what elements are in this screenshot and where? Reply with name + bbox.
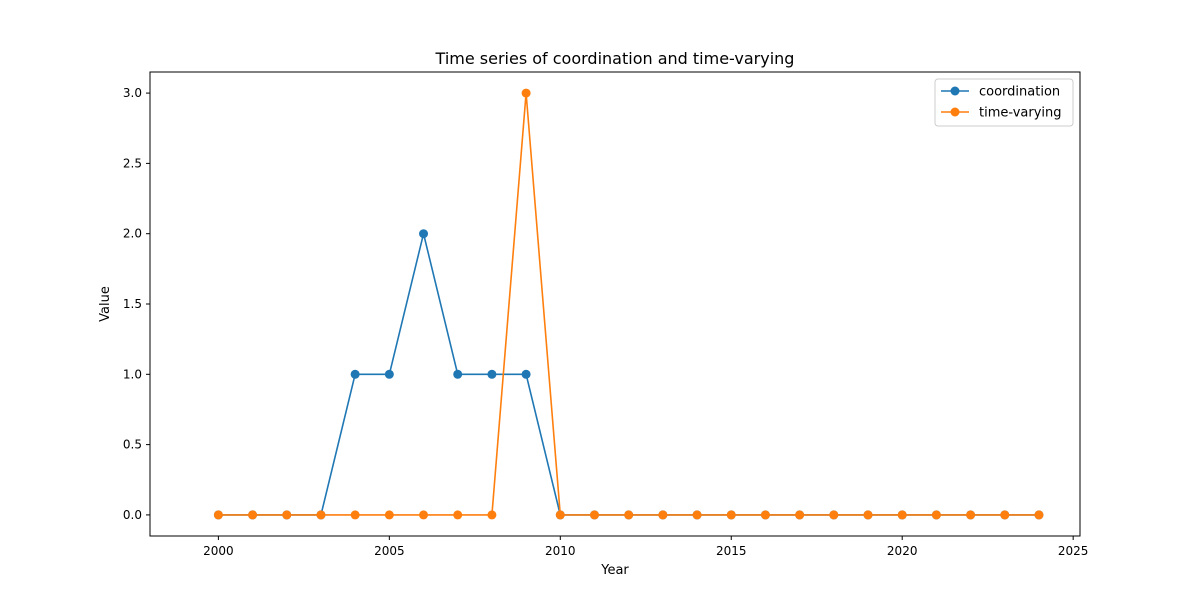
data-point-time-varying — [282, 510, 292, 520]
x-tick-label: 2010 — [545, 544, 576, 558]
data-point-time-varying — [487, 510, 497, 520]
data-point-time-varying — [624, 510, 634, 520]
y-tick-label: 0.5 — [123, 438, 142, 452]
y-tick-label: 0.0 — [123, 508, 142, 522]
data-point-time-varying — [726, 510, 736, 520]
x-tick-label: 2025 — [1058, 544, 1089, 558]
data-point-coordination — [384, 369, 394, 379]
y-tick-label: 2.0 — [123, 227, 142, 241]
y-axis-label: Value — [98, 286, 113, 322]
data-point-time-varying — [829, 510, 839, 520]
axis-ticks: 2000 2005 2010 2015 2020 2025 0.0 0.5 1.0 1.5 2.0 2… — [123, 86, 1089, 558]
data-point-time-varying — [350, 510, 360, 520]
data-point-coordination — [487, 369, 497, 379]
data-point-coordination — [521, 369, 531, 379]
x-tick-label: 2005 — [374, 544, 405, 558]
data-point-time-varying — [966, 510, 976, 520]
data-point-time-varying — [555, 510, 565, 520]
data-point-time-varying — [419, 510, 429, 520]
legend-label-coordination: coordination — [979, 85, 1060, 100]
data-point-time-varying — [384, 510, 394, 520]
y-tick-label: 1.0 — [123, 367, 142, 381]
data-point-coordination — [350, 369, 360, 379]
y-tick-label: 3.0 — [123, 86, 142, 100]
x-tick-label: 2020 — [887, 544, 918, 558]
data-point-time-varying — [1000, 510, 1010, 520]
series-line-coordination — [218, 233, 1039, 516]
axes-frame — [149, 71, 1081, 537]
data-point-time-varying — [897, 510, 907, 520]
data-point-time-varying — [521, 88, 531, 98]
chart-title: Time series of coordination and time-var… — [435, 49, 795, 68]
data-point-time-varying — [863, 510, 873, 520]
series-line-time-varying — [218, 93, 1039, 516]
x-tick-label: 2015 — [716, 544, 747, 558]
data-point-time-varying — [760, 510, 770, 520]
legend-marker-coordination — [950, 86, 960, 96]
data-point-time-varying — [316, 510, 326, 520]
data-point-time-varying — [453, 510, 463, 520]
data-point-time-varying — [1034, 510, 1044, 520]
legend: coordination time-varying — [934, 78, 1074, 127]
y-tick-label: 2.5 — [123, 156, 142, 170]
x-tick-label: 2000 — [203, 544, 234, 558]
data-point-time-varying — [589, 510, 599, 520]
data-point-time-varying — [795, 510, 805, 520]
legend-frame — [934, 78, 1074, 127]
data-point-time-varying — [248, 510, 258, 520]
legend-marker-time-varying — [950, 107, 960, 117]
data-point-time-varying — [931, 510, 941, 520]
data-point-coordination — [419, 229, 429, 239]
x-axis-label: Year — [600, 563, 629, 578]
data-point-time-varying — [213, 510, 223, 520]
y-tick-label: 1.5 — [123, 297, 142, 311]
data-point-time-varying — [658, 510, 668, 520]
data-point-time-varying — [692, 510, 702, 520]
plot-area — [213, 88, 1044, 520]
legend-label-time-varying: time-varying — [979, 106, 1062, 121]
data-point-coordination — [453, 369, 463, 379]
